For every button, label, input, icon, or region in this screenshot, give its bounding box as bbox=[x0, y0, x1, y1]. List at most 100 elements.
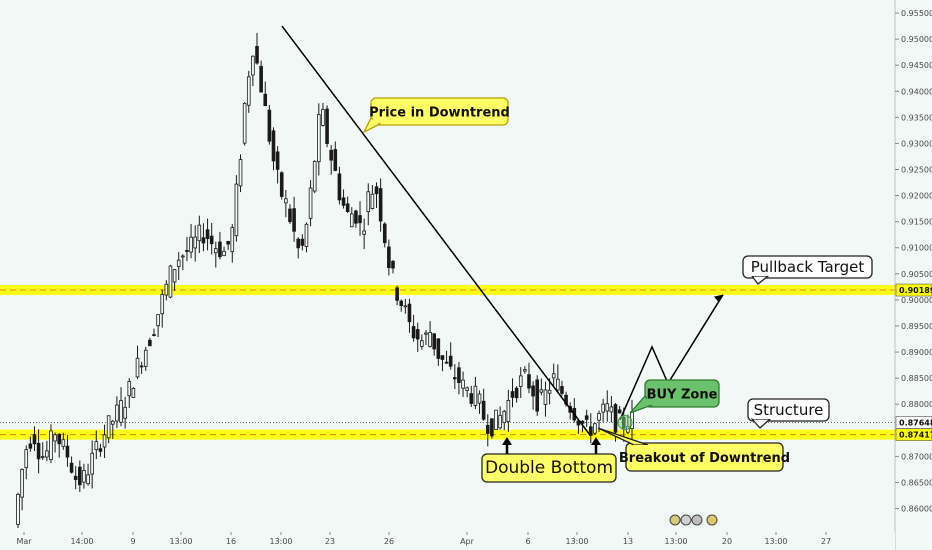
event-icon[interactable] bbox=[691, 514, 703, 526]
y-tick-label: 0.86500 bbox=[901, 478, 932, 487]
candle bbox=[28, 436, 33, 452]
candle-body bbox=[358, 215, 362, 224]
candle-body bbox=[617, 409, 622, 414]
candle-body bbox=[65, 445, 70, 458]
candle-body bbox=[333, 149, 338, 171]
candle-body bbox=[267, 109, 272, 142]
candle-body bbox=[86, 474, 90, 485]
candle-body bbox=[420, 340, 424, 347]
candle-body bbox=[115, 404, 119, 422]
candle bbox=[263, 81, 268, 107]
buy-zone-callout[interactable]: BUY Zone bbox=[629, 379, 720, 414]
price-axis-panel[interactable] bbox=[895, 0, 932, 550]
price-label-text: 0.90189 bbox=[899, 286, 932, 295]
candle bbox=[176, 252, 181, 281]
candle-body bbox=[119, 400, 123, 423]
candle-body bbox=[275, 151, 280, 170]
candle-body bbox=[523, 369, 527, 372]
candle-body bbox=[110, 420, 115, 425]
structure-callout[interactable]: Structure bbox=[747, 398, 830, 429]
candle bbox=[609, 396, 614, 423]
candle-body bbox=[53, 434, 57, 442]
double-bottom-callout-box bbox=[481, 453, 617, 483]
candle bbox=[588, 413, 593, 444]
candle bbox=[473, 376, 478, 410]
candle bbox=[284, 190, 288, 218]
breakout-callout-fill bbox=[628, 445, 781, 469]
candle bbox=[506, 389, 511, 432]
candle bbox=[411, 314, 416, 342]
candle-body bbox=[181, 255, 185, 258]
candle-body bbox=[98, 448, 103, 452]
candle bbox=[584, 409, 589, 427]
y-tick-label: 0.88000 bbox=[901, 400, 932, 409]
candle bbox=[16, 492, 20, 529]
y-tick-label: 0.94500 bbox=[901, 61, 932, 70]
candle bbox=[387, 239, 391, 276]
candle bbox=[551, 363, 556, 387]
breakout-callout[interactable]: Breakout of Downtrend bbox=[597, 427, 790, 472]
double-bottom-callout[interactable]: Double Bottom bbox=[481, 453, 617, 483]
candle bbox=[152, 328, 156, 337]
price-label: 0.87417 bbox=[895, 428, 932, 441]
candle bbox=[135, 345, 140, 380]
candle-body bbox=[300, 238, 305, 246]
candle-body bbox=[69, 462, 74, 473]
candle bbox=[560, 380, 564, 396]
candle-body bbox=[415, 329, 420, 340]
candle bbox=[490, 418, 494, 439]
candle-body bbox=[102, 434, 107, 448]
candle-body bbox=[61, 439, 66, 447]
candle-body bbox=[73, 475, 78, 480]
candle bbox=[193, 225, 197, 262]
candle-body bbox=[543, 389, 548, 405]
candle-body bbox=[312, 161, 317, 192]
candle bbox=[424, 329, 428, 346]
candle bbox=[436, 338, 441, 366]
arrow-head bbox=[502, 437, 512, 445]
time-axis-panel[interactable] bbox=[0, 532, 895, 550]
candle bbox=[20, 468, 24, 511]
candle-body bbox=[453, 377, 457, 380]
candle-body bbox=[263, 93, 268, 107]
event-icon[interactable] bbox=[680, 514, 692, 526]
pullback-target-callout[interactable]: Pullback Target bbox=[742, 255, 873, 285]
candle bbox=[168, 264, 173, 299]
candle-body bbox=[407, 303, 412, 323]
candle bbox=[514, 386, 519, 403]
event-icons[interactable] bbox=[669, 514, 718, 526]
candle bbox=[312, 160, 317, 194]
price-in-downtrend-callout[interactable]: Price in Downtrend bbox=[362, 97, 510, 134]
double-bottom-arrow bbox=[502, 437, 512, 454]
pullback-target-callout-tail bbox=[750, 275, 770, 285]
candle bbox=[234, 175, 239, 242]
candle-body bbox=[213, 248, 218, 254]
candle-body bbox=[485, 424, 490, 434]
candle-body bbox=[259, 66, 263, 93]
downtrend-line[interactable] bbox=[281, 25, 591, 436]
buy-point-marker[interactable] bbox=[617, 415, 633, 431]
event-icon[interactable] bbox=[706, 514, 718, 526]
candle bbox=[32, 426, 37, 452]
event-icon[interactable] bbox=[669, 514, 681, 526]
candle-body bbox=[424, 332, 428, 335]
candle-body bbox=[218, 241, 222, 258]
x-tick-label: 20 bbox=[722, 537, 732, 546]
y-tick-label: 0.94000 bbox=[901, 87, 932, 96]
candle-body bbox=[337, 173, 342, 201]
candle-body bbox=[560, 386, 564, 394]
candle bbox=[539, 378, 544, 396]
y-tick-label: 0.88500 bbox=[901, 374, 932, 383]
candle-body bbox=[168, 265, 173, 298]
candle-body bbox=[345, 203, 350, 213]
candle-body bbox=[106, 415, 111, 439]
candle bbox=[213, 241, 218, 268]
candle bbox=[308, 180, 313, 227]
candle-body bbox=[152, 334, 156, 337]
x-tick-label: 13:00 bbox=[565, 537, 588, 546]
candle-body bbox=[296, 238, 301, 249]
candle-body bbox=[601, 403, 605, 413]
projection-path[interactable] bbox=[619, 294, 724, 421]
candle bbox=[543, 381, 548, 417]
candle-body bbox=[370, 193, 375, 209]
